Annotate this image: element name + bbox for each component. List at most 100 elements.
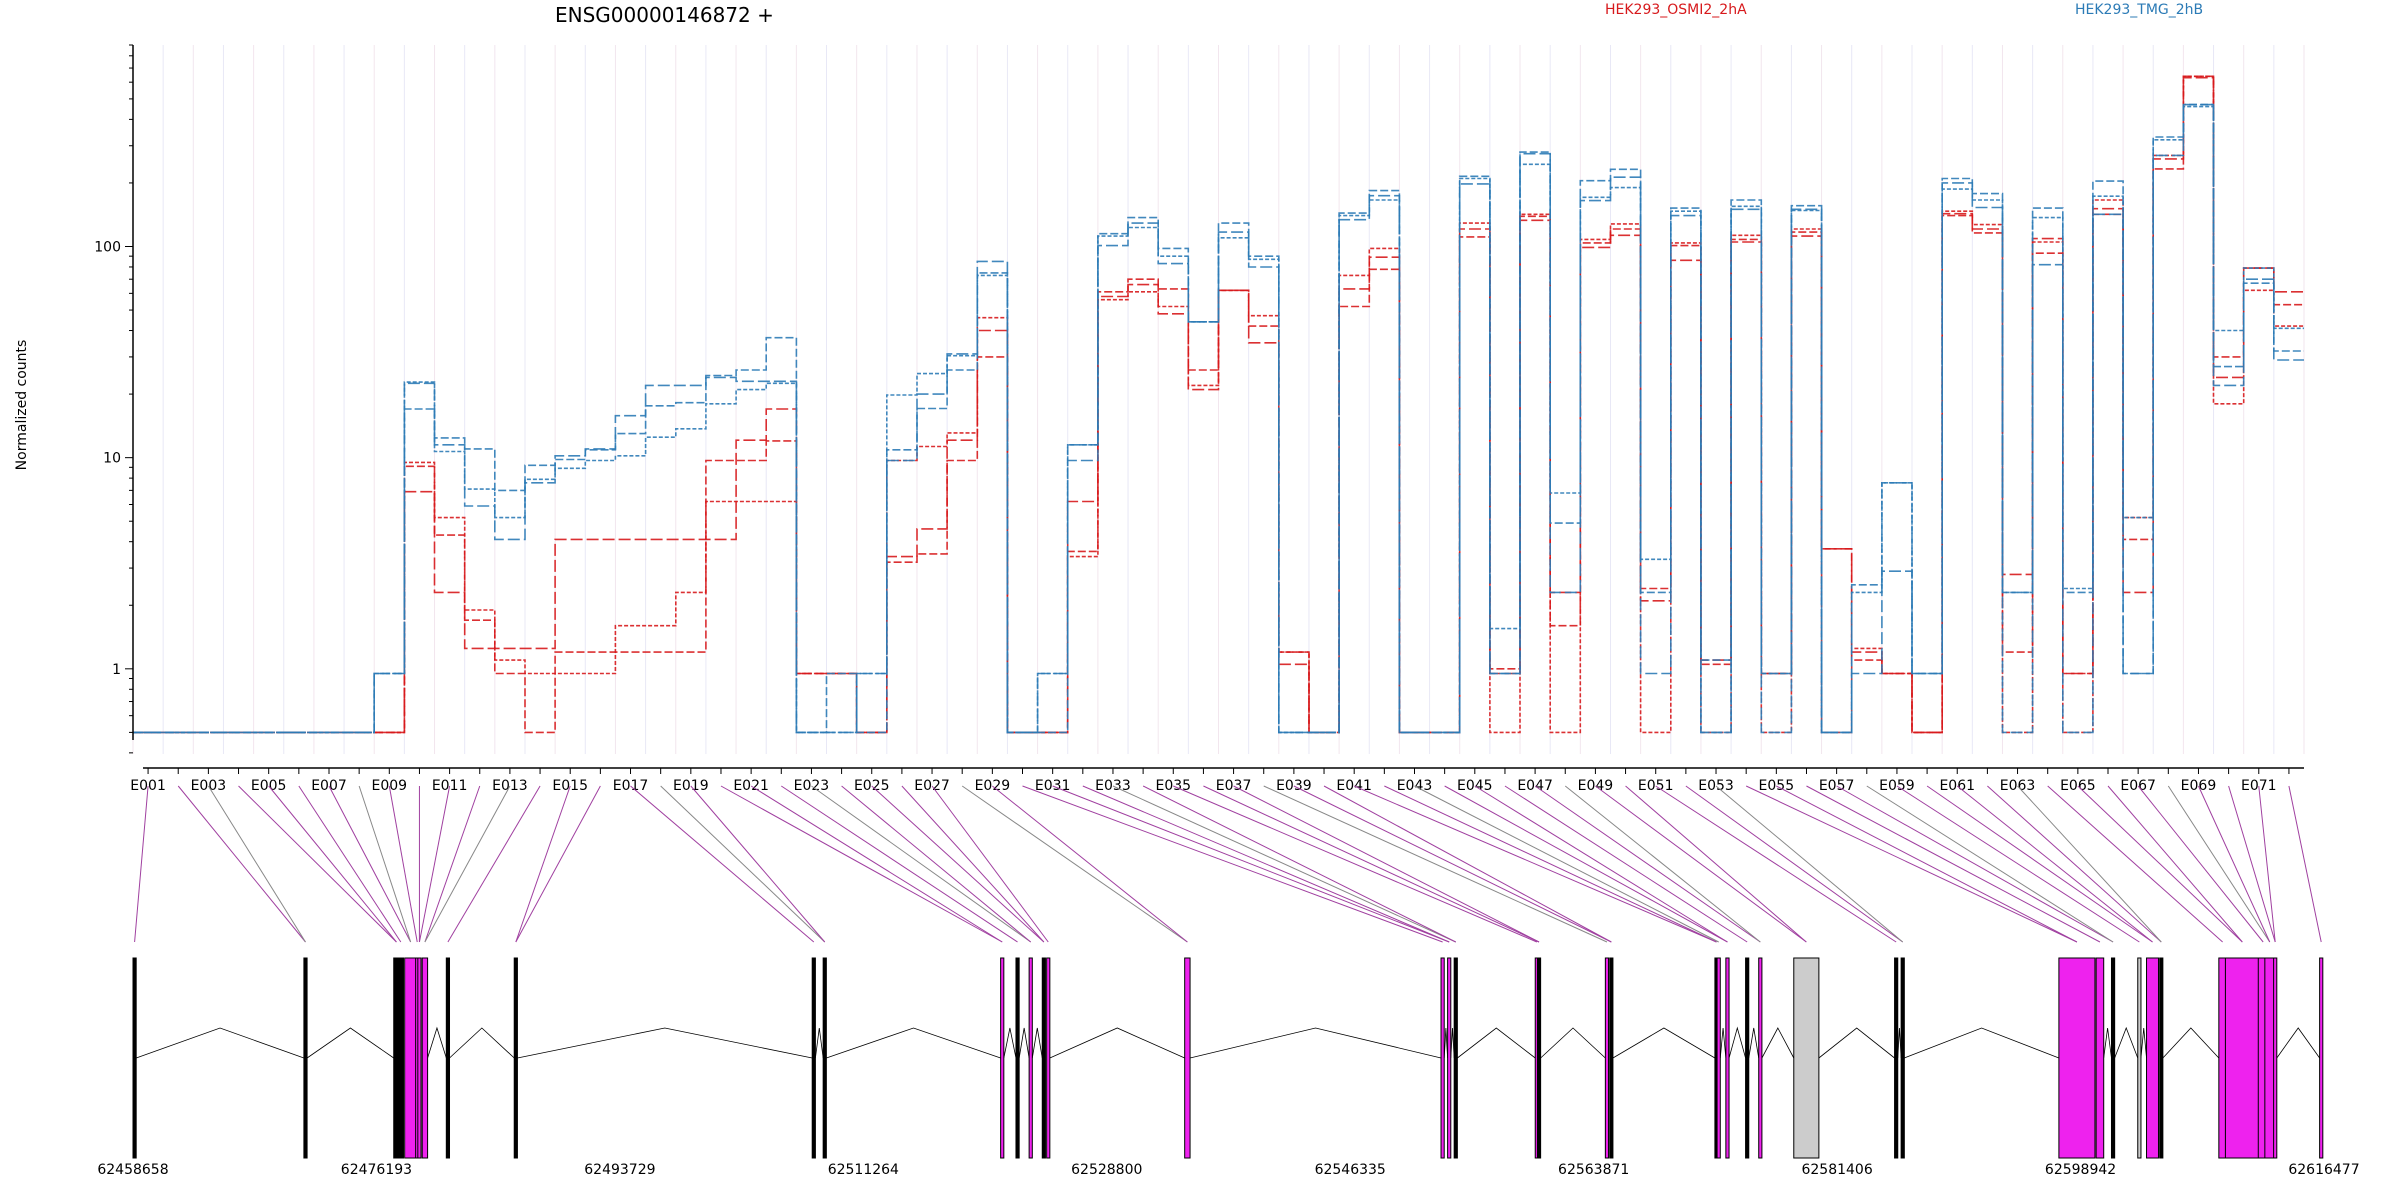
exon-connector bbox=[781, 785, 1018, 943]
exon-connector bbox=[871, 785, 1045, 943]
genomic-coordinate-label: 62616477 bbox=[2288, 1162, 2359, 1178]
exon-connector bbox=[1052, 785, 1450, 943]
exon-block bbox=[1046, 957, 1051, 1159]
exon-block bbox=[1900, 957, 1905, 1159]
exon-connector bbox=[1956, 785, 2153, 943]
exon-connector bbox=[177, 785, 306, 943]
exon-connector bbox=[2077, 785, 2243, 943]
exon-block bbox=[1453, 957, 1458, 1159]
series-line-tmg bbox=[133, 103, 2304, 734]
exon-block bbox=[1015, 957, 1020, 1159]
exon-connector bbox=[2107, 785, 2243, 943]
intron-line bbox=[136, 1027, 305, 1059]
intron-line bbox=[2162, 1027, 2220, 1059]
exon-block bbox=[2058, 957, 2096, 1159]
intron-line bbox=[826, 1027, 1001, 1059]
exon-block bbox=[1536, 957, 1542, 1159]
intron-line bbox=[1897, 1027, 1902, 1059]
exon-connector bbox=[750, 785, 1003, 943]
exon-block bbox=[2095, 957, 2105, 1159]
exon-connector bbox=[2228, 785, 2276, 943]
exon-connector bbox=[2017, 785, 2162, 943]
exon-connector bbox=[515, 785, 571, 943]
exon-block bbox=[1184, 957, 1191, 1159]
exon-block bbox=[1028, 957, 1033, 1159]
genomic-coordinate-label: 62598942 bbox=[2045, 1162, 2116, 1178]
intron-line bbox=[815, 1027, 824, 1059]
exon-connector bbox=[811, 785, 1032, 943]
y-tick-label: 1 bbox=[112, 662, 121, 678]
exon-block bbox=[1716, 957, 1721, 1159]
genomic-coordinate-label: 62563871 bbox=[1558, 1162, 1629, 1178]
genomic-coordinate-label: 62511264 bbox=[828, 1162, 899, 1178]
intron-line bbox=[1450, 1027, 1455, 1059]
exon-connector bbox=[1203, 785, 1540, 943]
exon-connector bbox=[630, 785, 815, 943]
intron-line bbox=[1031, 1027, 1043, 1059]
intron-line bbox=[306, 1027, 394, 1059]
exon-connector bbox=[1745, 785, 2078, 943]
exon-block bbox=[1745, 957, 1750, 1159]
exon-connector bbox=[1022, 785, 1443, 943]
exon-connector bbox=[1414, 785, 1719, 943]
intron-line bbox=[517, 1027, 813, 1059]
exon-block bbox=[1793, 957, 1820, 1159]
y-tick-label: 10 bbox=[103, 451, 121, 467]
intron-line bbox=[2103, 1027, 2112, 1059]
genomic-coordinate-label: 62493729 bbox=[584, 1162, 655, 1178]
exon-block bbox=[1604, 957, 1610, 1159]
genomic-coordinate-label: 62528800 bbox=[1071, 1162, 1142, 1178]
exon-connector bbox=[1987, 785, 2162, 943]
exon-connector bbox=[931, 785, 1049, 943]
exon-connector bbox=[207, 785, 306, 943]
legend-entry-osmi2: HEK293_OSMI2_2hA bbox=[1605, 2, 1747, 18]
exon-connector bbox=[660, 785, 826, 943]
intron-line bbox=[427, 1026, 447, 1059]
intron-line bbox=[1189, 1027, 1442, 1059]
exon-grid bbox=[132, 45, 2305, 754]
exon-connector bbox=[1715, 785, 1904, 943]
exon-connector bbox=[690, 785, 826, 943]
series-line-osmi2 bbox=[133, 76, 2304, 734]
exon-block bbox=[1440, 957, 1445, 1159]
exon-connector bbox=[1564, 785, 1761, 943]
exon-connector bbox=[720, 785, 1003, 943]
exon-block bbox=[2319, 957, 2324, 1159]
series-line-tmg bbox=[133, 103, 2304, 734]
exon-block bbox=[417, 957, 422, 1159]
legend-entry-tmg: HEK293_TMG_2hB bbox=[2075, 2, 2203, 18]
exon-connector bbox=[1504, 785, 1748, 943]
exon-block bbox=[2273, 957, 2278, 1159]
exon-connector bbox=[515, 785, 601, 943]
series-lines bbox=[133, 75, 2304, 734]
intron-line bbox=[1728, 1026, 1746, 1059]
exon-connector bbox=[1806, 785, 2101, 943]
exon-connector bbox=[2258, 785, 2276, 943]
y-tick-label: 100 bbox=[94, 239, 121, 255]
exon-connector bbox=[1323, 785, 1612, 943]
exon-block bbox=[132, 957, 137, 1159]
intron-line bbox=[1018, 1027, 1030, 1059]
exon-block bbox=[822, 957, 827, 1159]
exon-connector bbox=[424, 785, 481, 943]
exon-connector bbox=[1293, 785, 1612, 943]
exon-connector bbox=[1112, 785, 1456, 943]
exon-connector bbox=[1233, 785, 1540, 943]
intron-line bbox=[1443, 1027, 1448, 1059]
exon-connector bbox=[901, 785, 1045, 943]
series-line-osmi2 bbox=[133, 75, 2304, 734]
exon-connector bbox=[1836, 785, 2114, 943]
intron-line bbox=[1719, 1027, 1727, 1059]
exon-connector bbox=[1142, 785, 1456, 943]
exon-connector bbox=[2288, 785, 2322, 943]
genomic-coordinate-label: 62546335 bbox=[1315, 1162, 1386, 1178]
genomic-coordinate-label: 62581406 bbox=[1801, 1162, 1872, 1178]
intron-line bbox=[1457, 1027, 1536, 1059]
exon-connector bbox=[1082, 785, 1450, 943]
exon-tick-label: E029 bbox=[975, 778, 1011, 794]
intron-line bbox=[1049, 1027, 1185, 1059]
exon-connector bbox=[1685, 785, 1904, 943]
intron-line bbox=[2114, 1026, 2139, 1059]
exon-block bbox=[1041, 957, 1046, 1159]
